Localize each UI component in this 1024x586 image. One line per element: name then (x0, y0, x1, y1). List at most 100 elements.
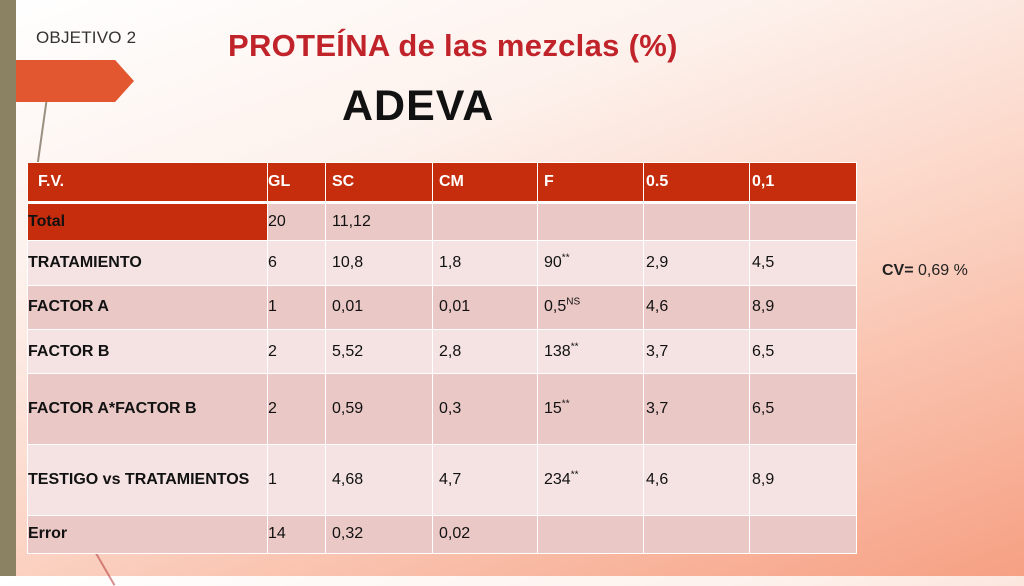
table-cell: 4,6 (643, 284, 750, 331)
table-row: TRATAMIENTO 6 10,8 1,8 90** 2,9 4,5 (27, 240, 857, 286)
row-label-cell: TRATAMIENTO (27, 240, 268, 286)
cell-value: 2 (268, 400, 277, 418)
table-cell: 5,52 (325, 329, 433, 375)
table-cell: 2,8 (432, 329, 538, 375)
significance-mark: ** (561, 252, 570, 264)
column-header: SC (325, 162, 433, 204)
column-header: 0,1 (749, 162, 857, 204)
cell-value: 0,02 (439, 525, 471, 543)
left-decor-bar (0, 0, 16, 576)
table-cell: 14 (267, 514, 326, 555)
cell-value: 0,01 (439, 298, 471, 316)
table-row: FACTOR B 2 5,52 2,8 138** 3,7 6,5 (27, 329, 857, 375)
cell-value: 138 (544, 342, 571, 360)
cell-value: TESTIGO vs TRATAMIENTOS (28, 470, 250, 488)
cv-value: 0,69 % (913, 262, 968, 279)
row-label-cell: FACTOR A*FACTOR B (27, 373, 268, 446)
cell-value: 0,5 (544, 298, 567, 316)
table-row: FACTOR A*FACTOR B 2 0,59 0,3 15** 3,7 6,5 (27, 373, 857, 446)
table-cell: 8,9 (749, 444, 857, 516)
cell-value: FACTOR B (28, 342, 110, 360)
cell-value: 2 (268, 342, 277, 360)
cell-value: 90 (544, 254, 562, 271)
cell-value: 2,9 (646, 254, 669, 271)
table-row: FACTOR A 1 0,01 0,01 0,5NS 4,6 8,9 (27, 284, 857, 331)
cell-value: FACTOR A*FACTOR B (28, 400, 197, 418)
table-header-row: F.V. GL SC CM F 0.5 0,1 (27, 162, 857, 204)
cell-value: 4,7 (439, 470, 462, 488)
table-cell: 2,9 (643, 240, 750, 286)
cell-value: 3,7 (646, 342, 669, 360)
row-label-cell: TESTIGO vs TRATAMIENTOS (27, 444, 268, 516)
table-cell: 3,7 (643, 373, 750, 446)
significance-mark: ** (570, 469, 579, 481)
cell-value: FACTOR A (28, 298, 109, 316)
table-row: Total 20 11,12 (27, 201, 857, 242)
row-label-cell: Total (27, 201, 268, 242)
table-cell: 1 (267, 444, 326, 516)
cell-value: 0,01 (332, 298, 364, 316)
cell-value: 1 (268, 298, 277, 316)
table-cell: 15** (537, 373, 644, 446)
cell-value: 20 (268, 213, 286, 231)
significance-mark: ** (570, 341, 579, 353)
table-cell (749, 514, 857, 555)
slide-title: PROTEÍNA de las mezclas (%) (228, 28, 678, 63)
cell-value: 3,7 (646, 400, 669, 418)
cell-value: Total (28, 213, 66, 231)
table-cell: 0,01 (432, 284, 538, 331)
table-cell (749, 201, 857, 242)
cell-value: Error (28, 525, 68, 543)
table-cell: 0,3 (432, 373, 538, 446)
cell-value: 4,68 (332, 470, 364, 488)
table-cell: 1,8 (432, 240, 538, 286)
cell-value: TRATAMIENTO (28, 254, 142, 271)
cell-value: 4,6 (646, 298, 669, 316)
table-cell: 20 (267, 201, 326, 242)
table-cell: 2 (267, 373, 326, 446)
cell-value: 10,8 (332, 254, 364, 271)
column-header: CM (432, 162, 538, 204)
cell-value: 6,5 (752, 400, 775, 418)
table-cell (643, 201, 750, 242)
table-cell: 3,7 (643, 329, 750, 375)
table-cell: 6 (267, 240, 326, 286)
table-row: TESTIGO vs TRATAMIENTOS 1 4,68 4,7 234** 4,6 8… (27, 444, 857, 516)
table-cell: 2 (267, 329, 326, 375)
significance-mark: ** (561, 398, 570, 410)
table-cell: 0,59 (325, 373, 433, 446)
cell-value: 5,52 (332, 342, 364, 360)
cell-value: 6 (268, 254, 277, 271)
table-cell: 10,8 (325, 240, 433, 286)
cell-value: 11,12 (332, 213, 371, 231)
table-cell (643, 514, 750, 555)
table-cell: 0,5NS (537, 284, 644, 331)
objective-label: OBJETIVO 2 (36, 28, 137, 47)
cell-value: 0,59 (332, 400, 364, 418)
table-cell: 1 (267, 284, 326, 331)
cell-value: 4,5 (752, 254, 775, 271)
table-cell (537, 201, 644, 242)
cell-value: 4,6 (646, 470, 669, 488)
cell-value: 8,9 (752, 298, 775, 316)
table-cell (537, 514, 644, 555)
cell-value: 2,8 (439, 342, 462, 360)
cell-value: 0,32 (332, 525, 364, 543)
table-cell: 4,7 (432, 444, 538, 516)
adeva-table: F.V. GL SC CM F 0.5 0,1 Total 20 11,12 TRAT… (27, 162, 857, 555)
table-cell: 90** (537, 240, 644, 286)
cv-label: CV= (882, 262, 914, 279)
cell-value: 1 (268, 470, 277, 488)
table-cell: 4,68 (325, 444, 433, 516)
table-cell: 6,5 (749, 329, 857, 375)
table-cell: 6,5 (749, 373, 857, 446)
cell-value: 15 (544, 400, 562, 418)
table-cell: 138** (537, 329, 644, 375)
row-label-cell: FACTOR A (27, 284, 268, 331)
table-cell (432, 201, 538, 242)
cell-value: 0,3 (439, 400, 462, 418)
table-cell: 234** (537, 444, 644, 516)
table-row: Error 14 0,32 0,02 (27, 514, 857, 555)
table-cell: 8,9 (749, 284, 857, 331)
table-cell: 11,12 (325, 201, 433, 242)
